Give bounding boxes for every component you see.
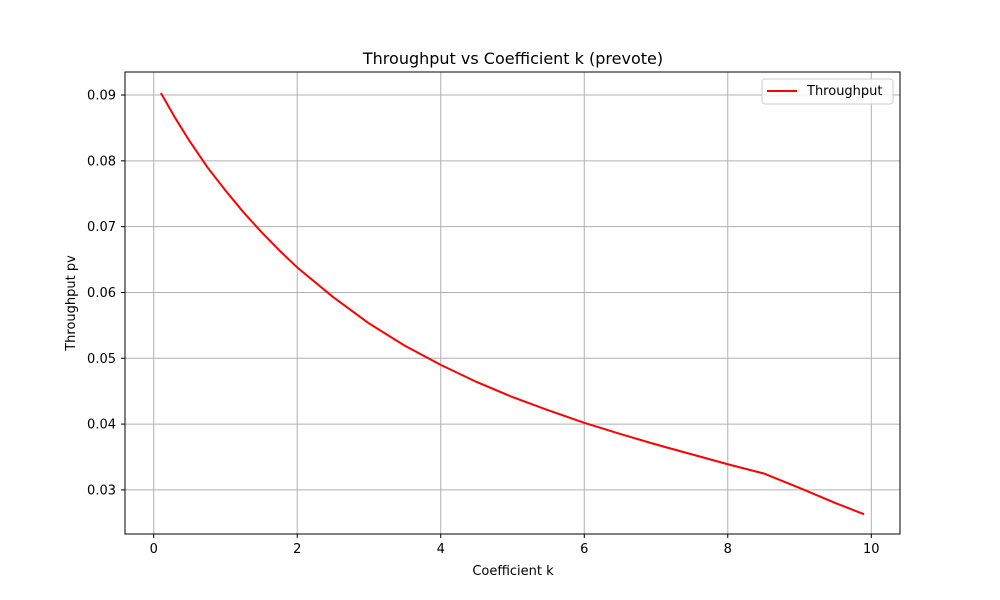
x-axis-label: Coefficient k — [472, 564, 554, 579]
y-tick-label: 0.07 — [87, 220, 116, 235]
legend: Throughput — [761, 78, 894, 105]
y-tick-label: 0.08 — [87, 154, 116, 169]
x-tick-label: 2 — [293, 542, 301, 557]
plot-area-frame — [124, 71, 901, 535]
x-tick-label: 4 — [437, 542, 445, 557]
y-tick-label: 0.09 — [87, 89, 116, 104]
x-tick-label: 10 — [863, 542, 880, 557]
y-axis-label: Throughput pv — [64, 255, 79, 352]
legend-box — [761, 78, 894, 105]
series-line-throughput — [160, 92, 865, 516]
x-tick-label: 0 — [150, 542, 158, 557]
y-tick-label: 0.03 — [87, 483, 116, 498]
y-tick-label: 0.06 — [87, 286, 116, 301]
x-axis: 0 2 4 6 8 10 — [150, 534, 880, 557]
grid-lines — [125, 72, 900, 534]
y-tick-label: 0.04 — [87, 418, 116, 433]
x-tick-label: 8 — [724, 542, 732, 557]
series-layer — [160, 92, 865, 516]
y-tick-label: 0.05 — [87, 352, 116, 367]
x-tick-label: 6 — [580, 542, 588, 557]
y-axis: 0.03 0.04 0.05 0.06 0.07 0.08 0.09 — [87, 89, 125, 498]
legend-label-throughput: Throughput — [806, 84, 883, 99]
chart-title: Throughput vs Coefficient k (prevote) — [362, 49, 663, 68]
